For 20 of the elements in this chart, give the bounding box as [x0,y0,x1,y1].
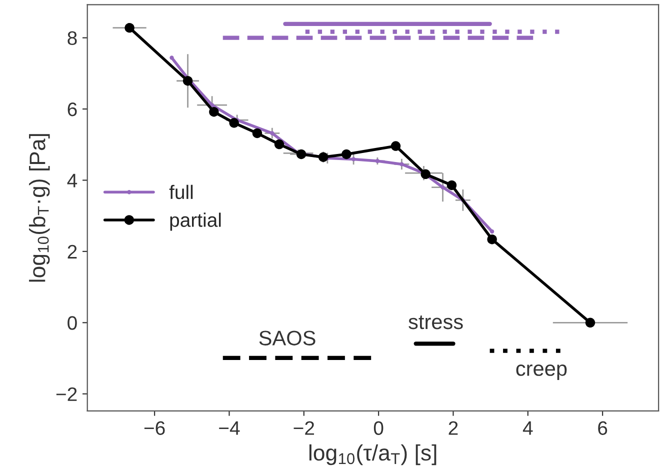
y-tick-label: 0 [68,316,77,330]
y-tick-label: −2 [56,387,77,401]
y-tick-label: 4 [67,174,78,188]
y-tick-label: 8 [68,31,77,46]
annotation: stress [408,316,463,330]
x-tick-label: 6 [598,421,608,435]
legend-label: full [169,184,193,200]
x-tick-label: −2 [294,421,314,435]
y-axis-title: log$_{10}$(b$_{T}$·g) [Pa] [29,134,50,282]
x-tick-label: −6 [144,421,165,435]
x-tick-label: 4 [522,421,533,435]
x-tick-label: 2 [448,421,458,435]
x-axis-title: log$_{10}$(τ/a$_{T}$) [s] [309,444,436,466]
x-tick-label: 0 [374,421,384,435]
legend-label: partial [170,212,221,231]
y-tick-label: 2 [68,244,77,258]
annotation: creep [516,364,567,380]
y-tick-label: 6 [68,102,77,116]
annotation: SAOS [259,330,316,346]
x-tick-label: −4 [219,421,240,435]
